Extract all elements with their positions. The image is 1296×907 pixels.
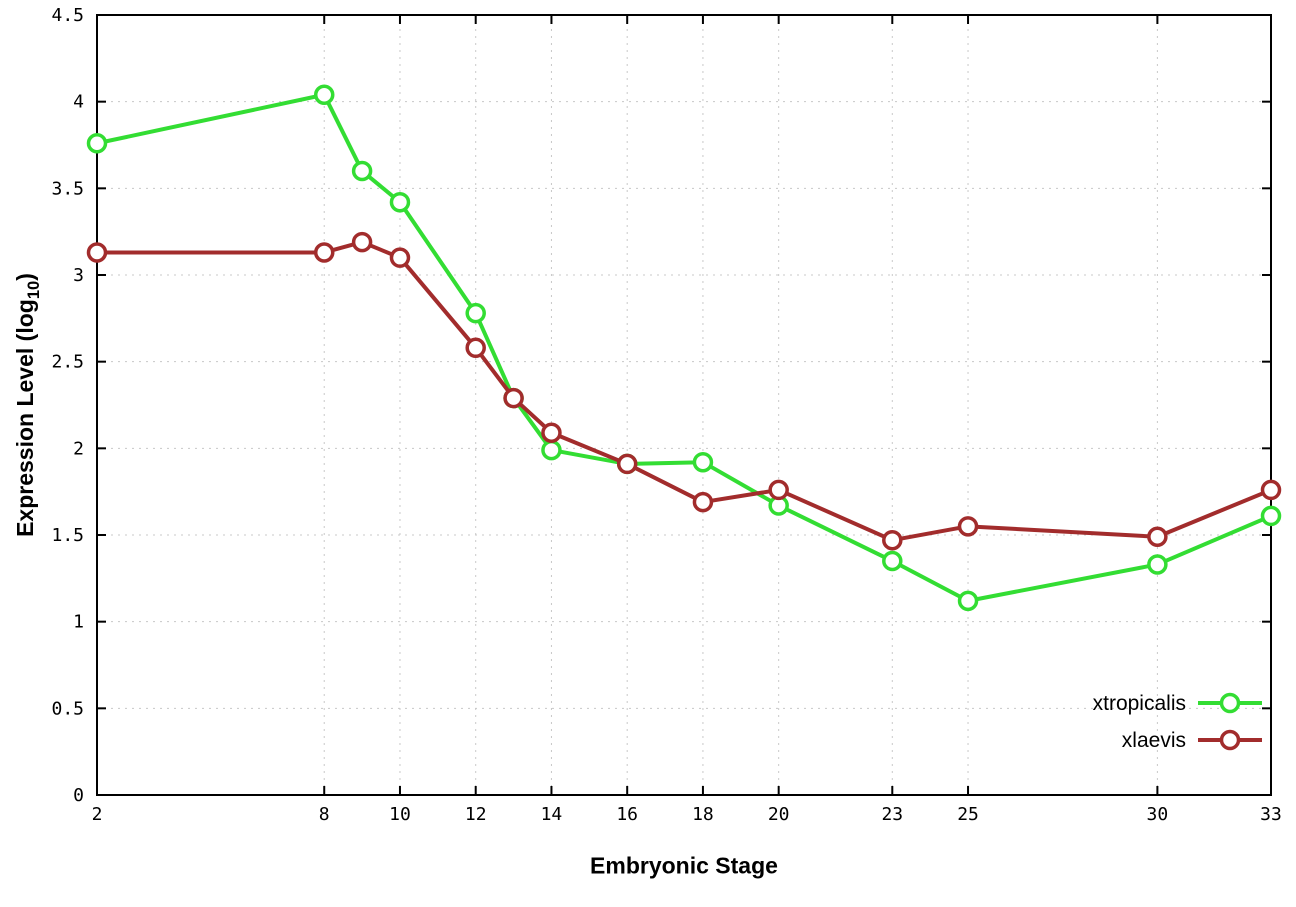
data-point-xtropicalis [692, 451, 714, 473]
data-point-xlaevis [503, 387, 524, 409]
data-point-xlaevis [465, 337, 486, 359]
y-axis-title-close: ) [12, 273, 39, 281]
x-tick-label: 14 [541, 804, 563, 825]
y-tick-label: 2.5 [51, 352, 84, 373]
x-tick-label: 20 [768, 804, 790, 825]
y-tick-label: 2 [73, 438, 84, 459]
x-tick-labels: 2 8 10 12 14 16 18 20 23 25 30 33 [92, 804, 1282, 825]
y-tick-label: 0.5 [51, 698, 84, 719]
legend-label-xlaevis: xlaevis [1122, 729, 1186, 752]
data-point-xlaevis [768, 479, 789, 501]
x-tick-label: 2 [92, 804, 103, 825]
y-tick-label: 4.5 [51, 5, 84, 26]
data-point-xtropicalis [1147, 554, 1168, 575]
data-point-xtropicalis [465, 302, 486, 324]
data-point-xtropicalis [957, 590, 979, 612]
data-point-xtropicalis [541, 439, 562, 461]
y-tick-label: 3 [73, 265, 84, 286]
data-point-xlaevis [957, 516, 979, 537]
x-tick-label: 18 [692, 804, 714, 825]
legend-marker-xlaevis [1219, 729, 1241, 751]
legend-marker-xtropicalis [1219, 692, 1241, 714]
legend: xtropicalis xlaevis [1093, 692, 1262, 752]
data-point-xtropicalis [389, 191, 411, 213]
data-point-xtropicalis [351, 160, 373, 182]
x-tick-label: 10 [389, 804, 411, 825]
data-point-xtropicalis [86, 133, 108, 154]
x-tick-label: 8 [319, 804, 330, 825]
y-tick-label: 0 [73, 785, 84, 806]
data-point-xlaevis [616, 453, 638, 475]
data-point-xlaevis [313, 242, 335, 263]
x-tick-label: 23 [881, 804, 903, 825]
data-point-xlaevis [882, 529, 903, 551]
x-tick-label: 30 [1147, 804, 1169, 825]
x-axis-title: Embryonic Stage [590, 852, 778, 879]
data-point-xtropicalis [882, 550, 903, 572]
data-point-xlaevis [86, 242, 108, 263]
y-tick-label: 3.5 [51, 178, 84, 199]
x-tick-label: 16 [616, 804, 638, 825]
legend-label-xtropicalis: xtropicalis [1093, 692, 1186, 715]
data-point-xlaevis [1260, 479, 1282, 501]
data-point-xtropicalis [1260, 505, 1282, 527]
x-tick-label: 33 [1260, 804, 1282, 825]
tick-marks [96, 14, 1272, 796]
data-point-xlaevis [692, 491, 714, 513]
data-point-xtropicalis [313, 84, 335, 105]
y-tick-label: 1 [73, 612, 84, 633]
y-axis-title: Expression Level (log10) [12, 273, 44, 537]
series-xlaevis [86, 231, 1282, 551]
y-axis-title-text: Expression Level (log [12, 299, 39, 537]
y-tick-label: 4 [73, 92, 84, 113]
data-point-xlaevis [1147, 526, 1168, 547]
y-tick-labels: 0 0.5 1 1.5 2 2.5 3 3.5 4 4.5 [51, 5, 84, 806]
data-point-xlaevis [541, 422, 562, 443]
y-tick-label: 1.5 [51, 525, 84, 546]
data-point-xlaevis [389, 247, 411, 268]
plot-border [96, 14, 1272, 796]
x-tick-label: 25 [957, 804, 979, 825]
y-axis-title-subscript: 10 [23, 280, 43, 300]
data-point-xlaevis [351, 231, 373, 253]
x-tick-label: 12 [465, 804, 487, 825]
